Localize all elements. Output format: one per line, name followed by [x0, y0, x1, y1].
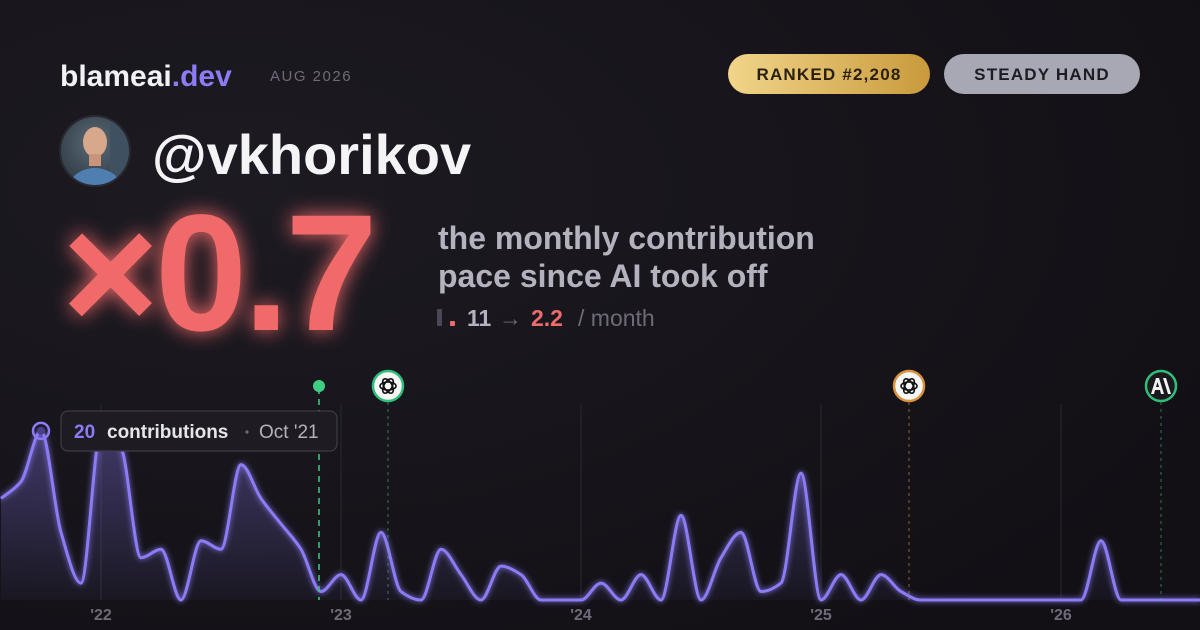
tooltip-value: 20	[74, 422, 95, 443]
area	[1, 430, 1200, 601]
x-tick-label: '25	[810, 607, 832, 624]
highlight-point-core	[37, 426, 45, 435]
multiplier: ×0.7	[62, 181, 374, 366]
brand-suffix: .dev	[172, 60, 232, 93]
x-tick-label: '22	[90, 607, 112, 624]
tooltip-box	[60, 410, 338, 452]
description-line: the monthly contribution	[438, 220, 815, 256]
brand: blameai.dev	[60, 60, 232, 93]
anthropic-logo	[1151, 378, 1171, 394]
unit: / month	[578, 305, 655, 331]
rank-badge-text: RANKED #2,208	[756, 65, 901, 84]
tooltip: 20 contributions Oct '21	[60, 410, 338, 452]
description-line: pace since AI took off	[438, 258, 768, 294]
style-badge	[944, 54, 1140, 94]
brand-name: blameai	[60, 60, 172, 93]
after-icon	[450, 321, 455, 326]
avatar-ring	[59, 115, 131, 187]
tooltip-unit: contributions	[107, 422, 228, 443]
openai-logo	[900, 377, 918, 395]
rank-badge	[728, 54, 930, 94]
openai-icon	[371, 369, 405, 403]
before-value: 11	[467, 305, 492, 331]
x-tick-label: '24	[570, 607, 592, 624]
openai-icon	[892, 369, 926, 403]
tooltip-separator	[245, 430, 249, 434]
handle: @vkhorikov	[152, 123, 471, 186]
chart: '22 '23 '24 '25 '26	[0, 404, 1200, 624]
line	[0, 429, 1200, 602]
after-value: 2.2	[531, 305, 563, 331]
arrow: →	[499, 305, 522, 331]
event-markers	[313, 369, 1178, 600]
date: AUG 2026	[270, 68, 352, 85]
x-tick-label: '26	[1050, 607, 1072, 624]
openai-logo	[379, 377, 397, 395]
highlight-point	[31, 421, 51, 441]
x-tick-label: '23	[330, 607, 352, 624]
style-badge-text: STEADY HAND	[974, 65, 1110, 84]
tooltip-date: Oct '21	[259, 422, 319, 443]
before-icon	[437, 309, 442, 326]
launch-dot	[313, 380, 325, 392]
